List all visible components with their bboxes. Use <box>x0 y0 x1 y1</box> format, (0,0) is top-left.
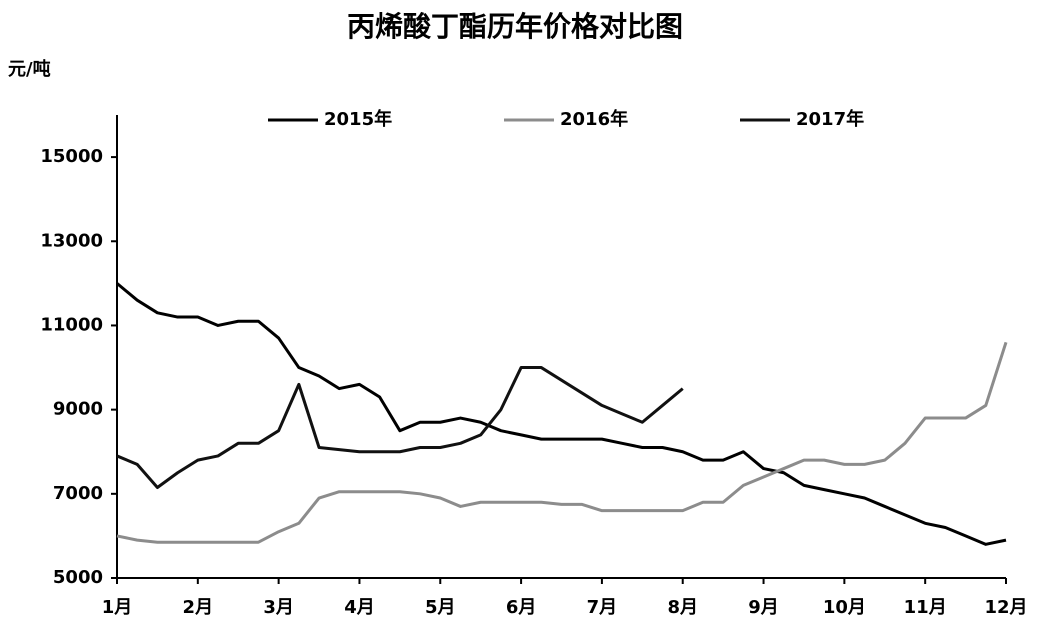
y-tick-label: 15000 <box>40 146 103 167</box>
x-tick-label: 11月 <box>904 597 947 618</box>
x-tick-label: 7月 <box>587 597 618 618</box>
x-tick-label: 9月 <box>748 597 779 618</box>
x-tick-label: 2月 <box>183 597 214 618</box>
y-tick-label: 7000 <box>53 483 103 504</box>
x-tick-label: 12月 <box>984 597 1027 618</box>
x-tick-label: 4月 <box>344 597 375 618</box>
series-line <box>116 282 1007 546</box>
y-tick-label: 5000 <box>53 567 103 588</box>
legend-label: 2015年 <box>324 108 392 130</box>
x-tick-label: 1月 <box>102 597 133 618</box>
y-tick-label: 11000 <box>40 314 103 335</box>
series-line <box>116 341 1008 544</box>
legend-label: 2016年 <box>560 108 628 130</box>
legend-label: 2017年 <box>796 108 864 130</box>
y-tick-label: 9000 <box>53 399 103 420</box>
x-tick-label: 3月 <box>263 597 294 618</box>
y-axis-label: 元/吨 <box>8 58 51 80</box>
y-tick-label: 13000 <box>40 230 103 251</box>
x-tick-label: 5月 <box>425 597 456 618</box>
x-tick-label: 6月 <box>506 597 537 618</box>
x-tick-label: 10月 <box>823 597 866 618</box>
chart-title: 丙烯酸丁酯历年价格对比图 <box>347 10 683 43</box>
series-line <box>116 366 684 490</box>
x-tick-label: 8月 <box>667 597 698 618</box>
